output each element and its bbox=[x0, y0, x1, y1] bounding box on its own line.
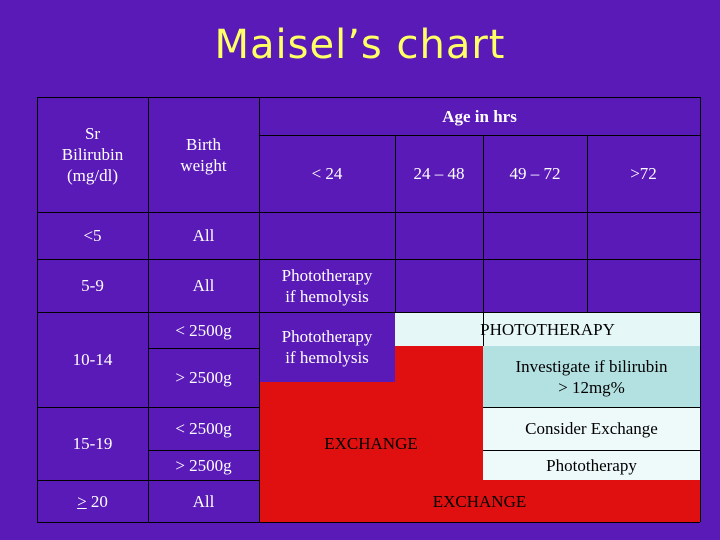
grid-line bbox=[37, 212, 700, 213]
grid-line bbox=[483, 407, 700, 408]
grid-line bbox=[259, 135, 700, 136]
row3-investigate: Investigate if bilirubin > 12mg% bbox=[483, 346, 700, 407]
row4-weight-gt2500: > 2500g bbox=[175, 455, 232, 475]
row4-bilirubin: 15-19 bbox=[72, 434, 113, 453]
row3-weight-gt2500: > 2500g bbox=[175, 368, 232, 387]
grid-line bbox=[37, 97, 700, 98]
row5-bilirubin-symbol: > bbox=[77, 491, 87, 511]
grid-line bbox=[37, 407, 259, 408]
grid-line bbox=[37, 97, 38, 522]
grid-line bbox=[37, 522, 700, 523]
row4-phototherapy: Phototherapy bbox=[483, 450, 700, 480]
row2-lt24-phototherapy: Phototherapy if hemolysis bbox=[281, 265, 373, 306]
grid-line bbox=[148, 97, 149, 522]
exchange-red-extension-2 bbox=[395, 346, 483, 407]
row4-exchange: EXCHANGE bbox=[259, 407, 483, 480]
page-title: Maisel’s chart bbox=[214, 22, 506, 68]
row5-weight: All bbox=[192, 491, 215, 511]
header-age-24-48: 24 – 48 bbox=[413, 164, 465, 183]
exchange-red-extension bbox=[259, 382, 395, 407]
header-birth-weight: Birth weight bbox=[180, 134, 227, 175]
row3-lt24-phototherapy: Phototherapy if hemolysis bbox=[281, 327, 373, 367]
row2-weight: All bbox=[192, 276, 215, 295]
row2-bilirubin: 5-9 bbox=[81, 276, 104, 295]
grid-line bbox=[395, 135, 396, 312]
header-age-in-hrs: Age in hrs bbox=[442, 106, 517, 126]
row1-bilirubin: <5 bbox=[83, 226, 102, 245]
row5-bilirubin: > 20 bbox=[37, 480, 148, 522]
header-age-gt72: >72 bbox=[630, 164, 657, 183]
row5-exchange: EXCHANGE bbox=[259, 480, 700, 522]
row3-phototherapy: PHOTOTHERAPY bbox=[395, 312, 700, 346]
grid-line bbox=[148, 348, 259, 349]
header-age-lt24: < 24 bbox=[311, 164, 343, 183]
grid-line bbox=[483, 450, 700, 451]
grid-line bbox=[483, 135, 484, 346]
grid-line bbox=[37, 480, 259, 481]
row3-bilirubin: 10-14 bbox=[72, 350, 113, 369]
grid-line bbox=[259, 97, 260, 522]
header-age-49-72: 49 – 72 bbox=[509, 164, 561, 183]
grid-line bbox=[148, 450, 259, 451]
row1-weight: All bbox=[192, 226, 215, 245]
row3-weight-lt2500: < 2500g bbox=[175, 320, 232, 340]
row5-bilirubin-value: 20 bbox=[86, 491, 108, 511]
grid-line bbox=[700, 97, 701, 522]
row4-consider-exchange: Consider Exchange bbox=[483, 407, 700, 450]
grid-line bbox=[587, 135, 588, 312]
row4-weight-lt2500: < 2500g bbox=[175, 419, 232, 438]
grid-line bbox=[37, 312, 700, 313]
header-sr-bilirubin: Sr Bilirubin (mg/dl) bbox=[61, 124, 124, 185]
grid-line bbox=[37, 259, 700, 260]
